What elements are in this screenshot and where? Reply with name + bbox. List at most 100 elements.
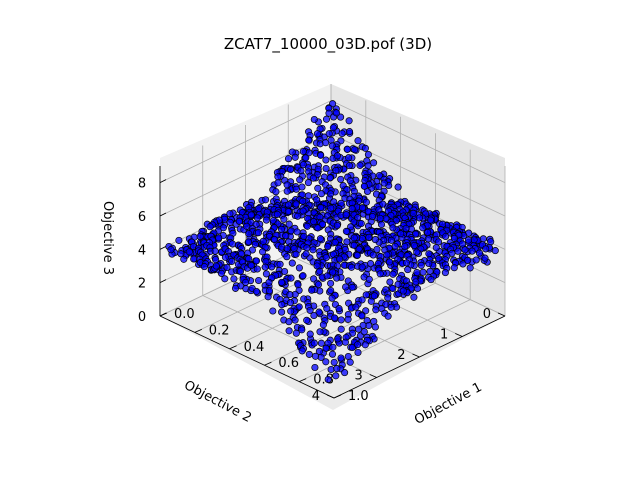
data-point (254, 229, 262, 237)
data-point (472, 256, 480, 264)
data-point (259, 237, 267, 245)
z-tick-label: 2 (138, 277, 146, 292)
data-point (292, 329, 300, 337)
data-point (310, 339, 318, 347)
data-point (262, 216, 270, 224)
data-point (302, 154, 310, 162)
data-point (341, 246, 349, 254)
data-point (333, 221, 341, 230)
data-point (327, 204, 335, 212)
data-point (311, 363, 319, 372)
data-point (283, 245, 291, 253)
data-point (330, 198, 338, 206)
data-point (223, 263, 231, 272)
data-point (291, 153, 299, 161)
z-tick-mark (159, 179, 167, 184)
data-point (305, 350, 313, 358)
data-point (337, 325, 345, 333)
data-point (342, 283, 350, 291)
data-point (343, 145, 351, 153)
data-point (332, 372, 340, 380)
x-axis-label: Objective 1 (412, 380, 484, 428)
data-point (292, 250, 300, 258)
data-point (284, 155, 293, 163)
data-point (324, 243, 332, 251)
data-point (329, 343, 337, 351)
data-point (324, 375, 332, 384)
data-point (265, 287, 273, 295)
data-point (287, 165, 295, 174)
data-point (352, 303, 360, 311)
data-point (177, 250, 185, 258)
data-point (354, 341, 362, 349)
data-point (285, 220, 293, 228)
data-point (245, 230, 253, 238)
data-point (419, 224, 427, 232)
data-point (314, 224, 322, 232)
z-tick-label: 0 (138, 310, 146, 325)
data-point (333, 365, 341, 373)
data-point (327, 190, 335, 198)
data-point (322, 139, 330, 147)
data-point (347, 263, 356, 271)
data-point (323, 304, 331, 313)
data-point (410, 241, 418, 250)
data-point (226, 218, 234, 226)
data-point (419, 268, 427, 276)
data-point (317, 339, 325, 347)
data-point (373, 245, 381, 253)
data-point (491, 247, 499, 255)
data-point (333, 152, 341, 160)
x-tick-label: 0.4 (244, 340, 265, 355)
data-point (344, 315, 352, 323)
data-point (364, 150, 372, 159)
data-point (345, 154, 353, 162)
data-point (337, 316, 345, 324)
data-point (310, 218, 318, 226)
data-point (200, 263, 208, 271)
data-point (383, 251, 391, 259)
data-point (167, 246, 175, 254)
data-point (409, 209, 417, 217)
data-point (280, 215, 288, 223)
data-point (377, 220, 386, 229)
data-point (212, 262, 220, 270)
data-point (362, 291, 370, 299)
data-point (337, 113, 345, 121)
data-point (247, 211, 255, 219)
data-point (341, 338, 349, 346)
data-point (387, 236, 395, 244)
data-point (287, 227, 295, 235)
data-point (217, 269, 225, 277)
z-tick-label: 6 (138, 210, 146, 225)
data-point (391, 242, 399, 250)
x-tick-mark (194, 329, 202, 333)
data-point (313, 196, 321, 204)
data-point (319, 321, 327, 329)
data-point (175, 236, 183, 244)
x-tick-mark (229, 345, 237, 350)
data-point (412, 278, 420, 286)
data-point (413, 268, 421, 277)
data-point (363, 187, 372, 196)
data-point (211, 247, 219, 255)
data-point (253, 214, 261, 222)
data-point (402, 224, 410, 233)
data-point (262, 196, 270, 204)
data-point (417, 261, 425, 269)
data-point (259, 248, 267, 256)
data-point (322, 156, 330, 164)
data-point (415, 214, 424, 222)
data-point (293, 228, 301, 236)
data-point (353, 251, 361, 259)
data-point (255, 276, 263, 285)
data-point (367, 297, 375, 305)
data-point (285, 327, 293, 335)
data-point (236, 267, 245, 275)
data-point (299, 161, 307, 169)
data-point (299, 197, 307, 205)
data-point (424, 235, 432, 243)
data-point (306, 306, 314, 314)
data-point (274, 173, 282, 181)
